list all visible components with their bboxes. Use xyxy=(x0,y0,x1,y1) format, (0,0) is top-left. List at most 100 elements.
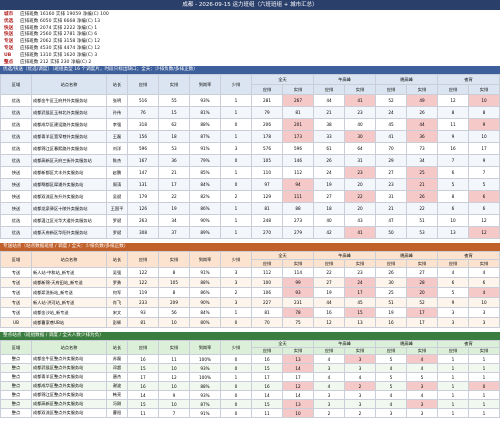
table-cell: 16 xyxy=(251,354,283,364)
summary: 城市 应排班数 16160 实排 19059 净编(C) 100 优选 应排班数 60… xyxy=(0,10,500,66)
table-cell: 20 xyxy=(344,178,376,191)
table-cell: 44 xyxy=(313,297,345,308)
table-cell: 15 xyxy=(158,106,190,119)
table-cell: 3 xyxy=(313,363,345,373)
section-title: 整点站点（班组数据 / 调度 / 全天人数少排为负） xyxy=(0,332,500,340)
table-cell: 4 xyxy=(375,390,407,400)
table-cell: 263 xyxy=(127,214,159,227)
group-header: 晚高峰 xyxy=(375,251,438,260)
table-cell: 成都金牛区整点外卖服务站 xyxy=(31,354,107,364)
table-cell: 6 xyxy=(468,190,500,203)
table-cell: 75 xyxy=(282,317,314,328)
table-cell: 87% xyxy=(189,130,221,143)
table-cell: 233 xyxy=(127,297,159,308)
column-header: 少排 xyxy=(220,340,252,355)
table-row: UB 成都曹家巷UB站 彭辉 81 10 80% 0 70 75 12 13 16 17 3 3 xyxy=(0,317,500,328)
table-cell: 王磊 xyxy=(106,130,128,143)
table-cell: 105 xyxy=(251,154,283,167)
table-cell: 16 xyxy=(251,381,283,391)
summary-label: 城市 xyxy=(4,12,14,17)
table-cell: 1 xyxy=(220,214,252,227)
table-cell: 刘洋 xyxy=(106,142,128,155)
column-header: 实排 xyxy=(158,340,190,355)
table-cell: 8 xyxy=(158,267,190,278)
table-cell: UB xyxy=(0,317,32,328)
table-cell: 1 xyxy=(220,202,252,215)
table-cell: 成都郫都区犀浦外卖服务站 xyxy=(31,178,107,191)
section-title: 优选/快送（优选/调度）（班组类型 16 个调度片，时段只标出缺口；全天：少排负… xyxy=(0,66,500,74)
table-cell: 快送 xyxy=(0,190,32,203)
table-cell: 0 xyxy=(220,399,252,409)
table-cell: 94 xyxy=(282,178,314,191)
table-cell: 11 xyxy=(158,354,190,364)
table-cell: 3 xyxy=(220,297,252,308)
table-cell: 肖飞 xyxy=(106,297,128,308)
table-cell: 119 xyxy=(127,287,159,298)
table-cell: 21 xyxy=(375,202,407,215)
sub-header: 应排 xyxy=(437,84,469,95)
table-cell: 冯刚 xyxy=(106,399,128,409)
table-cell: 73 xyxy=(406,142,438,155)
table-cell: 7 xyxy=(158,408,190,418)
table-cell: 3 xyxy=(468,317,500,328)
table-cell: 1 xyxy=(468,372,500,382)
table-cell: 88 xyxy=(282,202,314,215)
summary-line: 快送 应排班数 2560 实排 2781 净编(C) 6 xyxy=(4,32,496,39)
table-cell: 26 xyxy=(313,154,345,167)
table-cell: 成都曹家巷UB站 xyxy=(31,317,107,328)
table-cell: 270 xyxy=(251,226,283,239)
table-cell: 成都青羊区宽窄巷外卖服务站 xyxy=(31,130,107,143)
table-cell: 129 xyxy=(251,190,283,203)
column-header: 到岗率 xyxy=(189,340,221,355)
table-cell: 3 xyxy=(344,399,376,409)
table-cell: 78 xyxy=(282,307,314,318)
table-cell: 3 xyxy=(375,408,407,418)
table-cell: 4 xyxy=(468,287,500,298)
table-cell: 1 xyxy=(437,354,469,364)
table-cell: 227 xyxy=(251,297,283,308)
table-cell: 0 xyxy=(220,408,252,418)
table-cell: 优选 xyxy=(0,118,32,131)
table-cell: 成都新锦-天府田站_新专送 xyxy=(31,277,107,288)
table-cell: 76 xyxy=(127,106,159,119)
sub-header: 应排 xyxy=(313,259,345,268)
table-cell: 281 xyxy=(251,94,283,107)
table-cell: 52 xyxy=(375,94,407,107)
table-cell: 9 xyxy=(158,390,190,400)
sub-header: 应排 xyxy=(375,259,407,268)
table-cell: 20 xyxy=(406,287,438,298)
table-row: 专送 成都金沙站_新专送 宋文 93 56 84% 1 81 78 16 15 19 17 3 3 xyxy=(0,307,500,318)
table-cell: 80% xyxy=(189,317,221,328)
table-cell: 38 xyxy=(313,118,345,131)
table-cell: 100 xyxy=(251,277,283,288)
group-header: 全天 xyxy=(251,74,314,85)
table-cell: 19 xyxy=(313,287,345,298)
table-cell: 64 xyxy=(344,142,376,155)
table-cell: 41 xyxy=(375,130,407,143)
table-row: 整点 成都锦江区整点外卖服务站 韩亮 14 9 93% 0 14 14 3 3 4 4 1 1 xyxy=(0,390,500,400)
table-cell: 4 xyxy=(313,381,345,391)
table-cell: 30 xyxy=(375,277,407,288)
summary-label: 整点 xyxy=(4,59,14,65)
table-cell: 91% xyxy=(189,142,221,155)
table-cell: 12 xyxy=(468,214,500,227)
table-cell: 罗斌 xyxy=(106,214,128,227)
table-cell: 11 xyxy=(251,408,283,418)
table-cell: 24 xyxy=(313,166,345,179)
table-cell: 整点 xyxy=(0,354,32,364)
table-cell: 9 xyxy=(437,130,469,143)
column-header: 站点名称 xyxy=(31,340,107,355)
column-header: 到岗率 xyxy=(189,74,221,95)
table-cell: 成都高新区天府三街外卖服务站 xyxy=(31,154,107,167)
summary-line: 城市 应排班数 16160 实排 19059 净编(C) 100 xyxy=(4,12,496,19)
table-cell: 整点 xyxy=(0,363,32,373)
table-cell: 30 xyxy=(344,130,376,143)
sub-header: 实排 xyxy=(344,84,376,95)
table-cell: 快送 xyxy=(0,202,32,215)
table-cell: 17 xyxy=(406,307,438,318)
table-cell: 248 xyxy=(251,214,283,227)
table-cell: 79 xyxy=(251,106,283,119)
sub-header: 实排 xyxy=(468,84,500,95)
table-row: 优选 成都武侯区玉林北外卖服务站 孙伟 76 15 81% 1 79 81 21 23 24 26 8 8 xyxy=(0,106,500,119)
